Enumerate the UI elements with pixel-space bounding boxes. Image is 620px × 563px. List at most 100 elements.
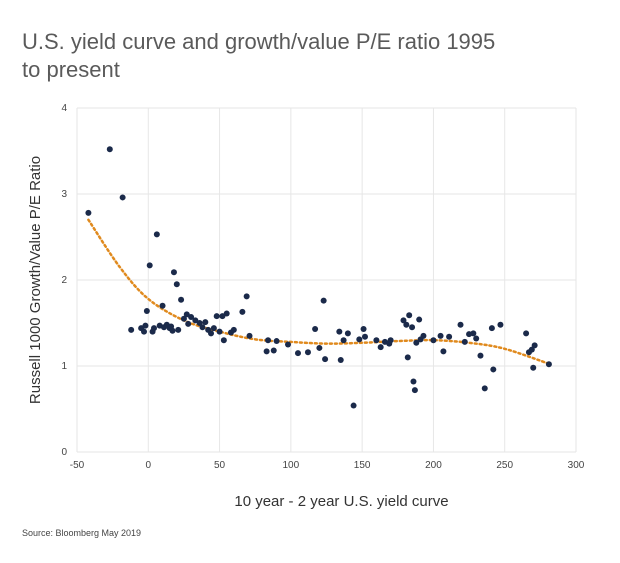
scatter-point [185, 320, 192, 327]
x-tick-label: 300 [568, 460, 585, 471]
scatter-point [350, 402, 357, 409]
scatter-point [202, 319, 209, 326]
scatter-point [119, 194, 126, 201]
scatter-point [320, 297, 327, 304]
source-note: Source: Bloomberg May 2019 [22, 528, 142, 538]
scatter-point [531, 342, 538, 349]
scatter-point [481, 385, 488, 392]
scatter-point [403, 321, 410, 328]
scatter-point [413, 339, 420, 346]
y-tick-label: 1 [61, 361, 67, 372]
y-tick-label: 2 [61, 275, 67, 286]
scatter-point [146, 262, 153, 269]
scatter-point [169, 327, 176, 334]
scatter-point [150, 325, 157, 332]
scatter-point [173, 281, 180, 288]
scatter-point [461, 338, 468, 345]
x-tick-label: 50 [214, 460, 226, 471]
scatter-point [188, 313, 195, 320]
x-tick-label: 200 [425, 460, 442, 471]
scatter-point [285, 341, 292, 348]
scatter-point [178, 296, 185, 303]
scatter-point [337, 356, 344, 363]
scatter-point [420, 332, 427, 339]
scatter-point [322, 356, 329, 363]
scatter-point [243, 293, 250, 300]
scatter-point [523, 330, 530, 337]
scatter-point [410, 378, 417, 385]
scatter-point [312, 326, 319, 333]
scatter-point [210, 325, 217, 332]
scatter-point [400, 317, 407, 324]
scatter-point [265, 337, 272, 344]
scatter-point [153, 231, 160, 238]
scatter-point [387, 337, 394, 344]
chart-title-line-2: to present [22, 57, 120, 82]
scatter-point [216, 328, 223, 335]
x-tick-label: 150 [354, 460, 371, 471]
scatter-point [170, 269, 177, 276]
scatter-point [141, 328, 148, 335]
scatter-point [128, 326, 135, 333]
scatter-point [457, 321, 464, 328]
chart-title-line-1: U.S. yield curve and growth/value P/E ra… [22, 29, 496, 54]
scatter-point [406, 312, 413, 319]
scatter-point [199, 324, 206, 331]
x-tick-label: -50 [70, 460, 85, 471]
scatter-point [497, 321, 504, 328]
scatter-point [446, 333, 453, 340]
scatter-point [545, 361, 552, 368]
scatter-point [409, 324, 416, 331]
scatter-point [416, 316, 423, 323]
y-tick-label: 0 [61, 447, 67, 458]
x-tick-label: 0 [146, 460, 152, 471]
x-axis-label: 10 year - 2 year U.S. yield curve [234, 493, 448, 510]
scatter-point [213, 313, 220, 320]
x-tick-label: 100 [283, 460, 300, 471]
scatter-point [263, 348, 270, 355]
scatter-point [180, 315, 187, 322]
scatter-point [340, 337, 347, 344]
scatter-point [143, 307, 150, 314]
scatter-point [377, 344, 384, 351]
scatter-point [473, 335, 480, 342]
scatter-point [411, 387, 418, 394]
scatter-point [106, 146, 113, 153]
trendline [87, 218, 552, 366]
scatter-point [175, 326, 182, 333]
scatter-point [528, 346, 535, 353]
scatter-point [294, 350, 301, 357]
scatter-point [490, 366, 497, 373]
scatter-point [239, 308, 246, 315]
scatter-point [488, 325, 495, 332]
scatter-point [159, 302, 166, 309]
scatter-point [356, 336, 363, 343]
y-tick-label: 3 [61, 189, 67, 200]
y-axis-label: Russell 1000 Growth/Value P/E Ratio [27, 156, 44, 404]
scatter-point [246, 332, 253, 339]
scatter-point [270, 347, 277, 354]
scatter-point [223, 310, 230, 317]
x-tick-label: 250 [496, 460, 513, 471]
gridlines [76, 107, 577, 453]
scatter-point [404, 354, 411, 361]
scatter-point [361, 333, 368, 340]
scatter-point [437, 332, 444, 339]
scatter-point [316, 344, 323, 351]
scatter-point [440, 348, 447, 355]
scatter-point [530, 364, 537, 371]
scatter-point [304, 349, 311, 356]
scatter-point [142, 322, 149, 329]
scatter-point [477, 352, 484, 359]
scatter-point [273, 338, 280, 345]
scatter-point [208, 330, 215, 337]
scatter-point [470, 330, 477, 337]
scatter-point [230, 326, 237, 333]
scatter-point [344, 330, 351, 337]
y-tick-label: 4 [61, 103, 67, 114]
chart-title: U.S. yield curve and growth/value P/E ra… [22, 28, 582, 84]
scatter-point [220, 337, 227, 344]
scatter-point [430, 337, 437, 344]
